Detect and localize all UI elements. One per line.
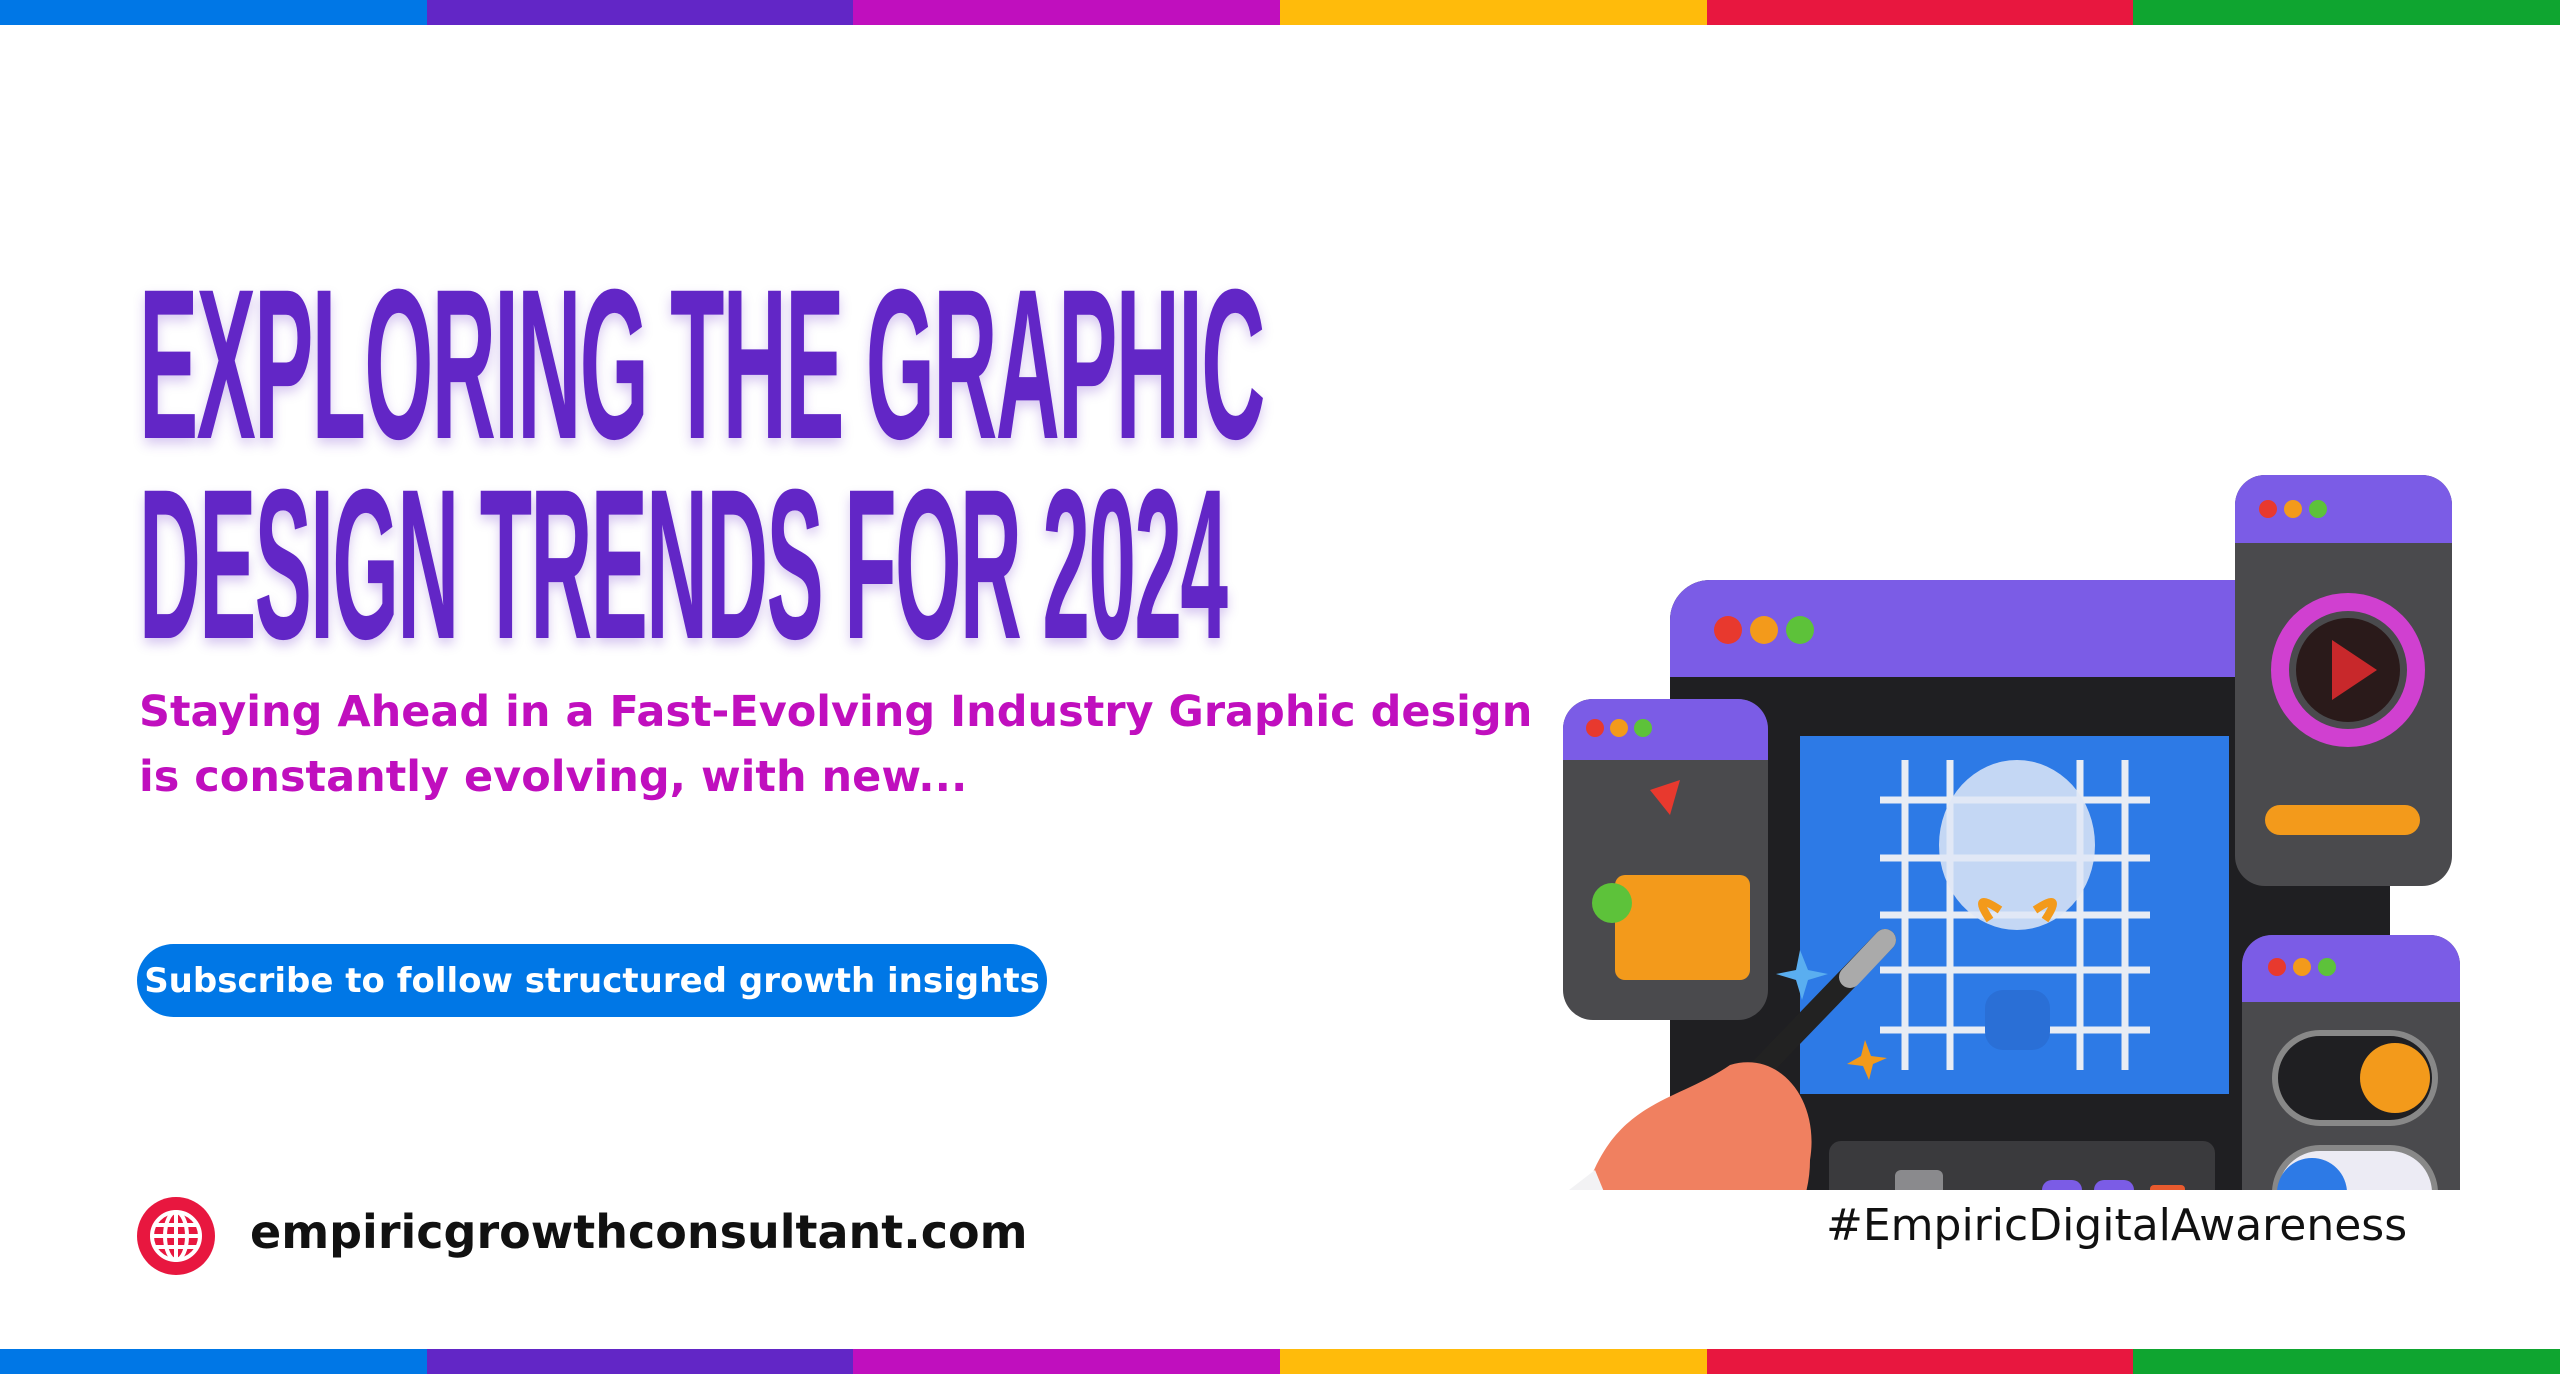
color-wheel-icon xyxy=(2271,593,2425,747)
lightbulb-icon xyxy=(1939,760,2095,1050)
bottom-color-bar xyxy=(0,1349,2560,1374)
folder-window xyxy=(1563,699,1768,1020)
main-window xyxy=(1670,580,2390,1190)
title-line-1: EXPLORING THE GRAPHIC xyxy=(139,245,1265,484)
hashtag: #EmpiricDigitalAwareness xyxy=(1826,1200,2408,1251)
hand-with-wand xyxy=(1569,929,1896,1190)
grid xyxy=(1880,760,2150,1070)
website-link[interactable]: empiricgrowthconsultant.com xyxy=(250,1205,1028,1259)
toolbar xyxy=(1829,1141,2215,1190)
toggle-window xyxy=(2242,935,2460,1190)
globe-icon xyxy=(137,1197,215,1275)
subtitle: Staying Ahead in a Fast-Evolving Industr… xyxy=(139,687,1533,802)
folder-icon xyxy=(1615,875,1750,980)
subscribe-button[interactable]: Subscribe to follow structured growth in… xyxy=(137,944,1047,1017)
color-wheel-window xyxy=(2235,475,2452,886)
top-color-bar xyxy=(0,0,2560,25)
design-illustration xyxy=(1563,475,2460,1190)
title-line-2: DESIGN TRENDS FOR 2024 xyxy=(139,445,1228,684)
